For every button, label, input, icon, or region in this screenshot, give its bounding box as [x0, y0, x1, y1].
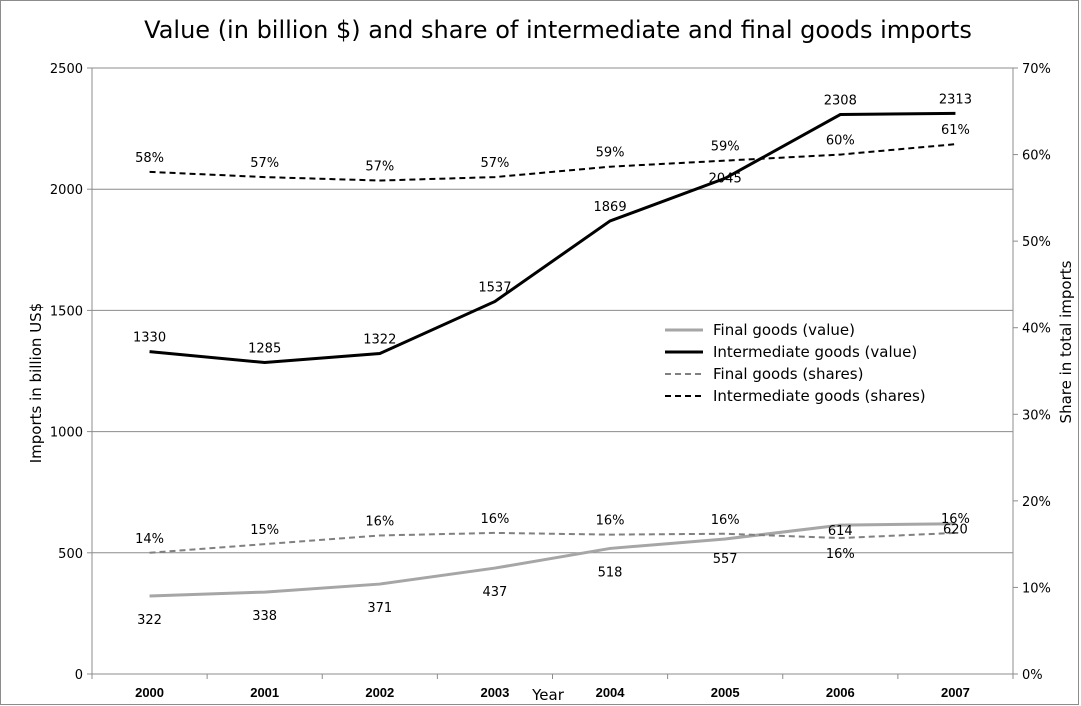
intermediate-goods-value-label: 2308	[824, 94, 857, 109]
intermediate-goods-shares-label: 58%	[135, 151, 164, 166]
legend-label: Final goods (shares)	[713, 365, 863, 383]
intermediate-goods-shares-label: 59%	[596, 146, 625, 161]
final-goods-shares-label: 16%	[941, 512, 970, 527]
y2-tick-label: 20%	[1022, 495, 1051, 510]
y2-tick-label: 50%	[1022, 235, 1051, 250]
y2-tick-label: 40%	[1022, 322, 1051, 337]
legend-label: Intermediate goods (shares)	[713, 387, 926, 405]
final-goods-shares-label: 16%	[365, 514, 394, 529]
final-goods-value-label: 322	[137, 613, 162, 628]
intermediate-goods-shares-label: 57%	[250, 156, 279, 171]
x-tick-label: 2006	[826, 685, 855, 700]
y2-axis-title: Share in total imports	[1057, 260, 1075, 423]
intermediate-goods-shares-label: 57%	[480, 156, 509, 171]
final-goods-value-label: 620	[943, 523, 968, 538]
y2-tick-label: 60%	[1022, 149, 1051, 164]
intermediate-goods-value-label: 1285	[248, 342, 281, 357]
final-goods-shares-label: 16%	[711, 513, 740, 528]
final-goods-value-label: 557	[713, 552, 738, 567]
x-tick-label: 2000	[135, 685, 164, 700]
chart-title: Value (in billion $) and share of interm…	[144, 16, 972, 44]
final-goods-value-label: 518	[598, 565, 623, 580]
final-goods-value-label: 437	[483, 585, 508, 600]
y-tick-label: 500	[58, 547, 83, 562]
final-goods-value-label: 338	[252, 609, 277, 624]
intermediate-goods-value-line	[149, 111, 956, 365]
final-goods-shares-label: 15%	[250, 523, 279, 538]
intermediate-goods-value-label: 2045	[709, 171, 742, 186]
intermediate-goods-shares-label: 59%	[711, 140, 740, 155]
axes: 0 500 1000 1500 2000 2500 0% 10% 20% 30% 40% 50% 60%…	[50, 62, 1051, 700]
final-goods-shares-label: 14%	[135, 532, 164, 547]
x-tick-label: 2003	[480, 685, 509, 700]
intermediate-goods-value-label: 1322	[363, 333, 396, 348]
y-tick-label: 0	[75, 668, 83, 683]
y-tick-label: 1500	[50, 304, 83, 319]
final-goods-value-line	[149, 522, 956, 598]
x-tick-label: 2004	[596, 685, 626, 700]
final-goods-value-label: 371	[367, 601, 392, 616]
intermediate-goods-value-label: 1330	[133, 331, 166, 346]
x-tick-label: 2002	[365, 685, 394, 700]
final-goods-shares-label: 16%	[826, 547, 855, 562]
series-lines	[149, 111, 956, 598]
y2-tick-label: 0%	[1022, 668, 1043, 683]
intermediate-goods-shares-line	[149, 143, 956, 182]
y-axis-title: Imports in billion US$	[27, 303, 45, 464]
x-tick-label: 2005	[711, 685, 740, 700]
legend-label: Intermediate goods (value)	[713, 343, 917, 361]
y-tick-label: 2500	[50, 62, 83, 77]
final-goods-shares-label: 16%	[480, 512, 509, 527]
intermediate-goods-value-label: 1869	[594, 200, 627, 215]
intermediate-goods-shares-label: 61%	[941, 123, 970, 138]
legend-label: Final goods (value)	[713, 321, 855, 339]
y-tick-label: 1000	[50, 426, 83, 441]
data-labels: 322 338 371 437 518 557 614 620 1330 1285 1322 1537…	[133, 92, 972, 628]
x-axis-title: Year	[531, 686, 565, 704]
intermediate-goods-value-label: 1537	[478, 280, 511, 295]
final-goods-value-label: 614	[828, 524, 853, 539]
intermediate-goods-shares-label: 57%	[365, 160, 394, 175]
final-goods-shares-line	[149, 531, 956, 554]
y2-tick-label: 70%	[1022, 62, 1051, 77]
y2-tick-label: 10%	[1022, 581, 1051, 596]
final-goods-shares-label: 16%	[596, 514, 625, 529]
legend: Final goods (value) Intermediate goods (v…	[665, 321, 926, 405]
intermediate-goods-shares-label: 60%	[826, 134, 855, 149]
x-tick-label: 2007	[941, 685, 970, 700]
y-tick-label: 2000	[50, 183, 83, 198]
y2-tick-label: 30%	[1022, 408, 1051, 423]
gridlines	[92, 67, 1013, 554]
x-tick-label: 2001	[250, 685, 279, 700]
intermediate-goods-value-label: 2313	[939, 92, 972, 107]
